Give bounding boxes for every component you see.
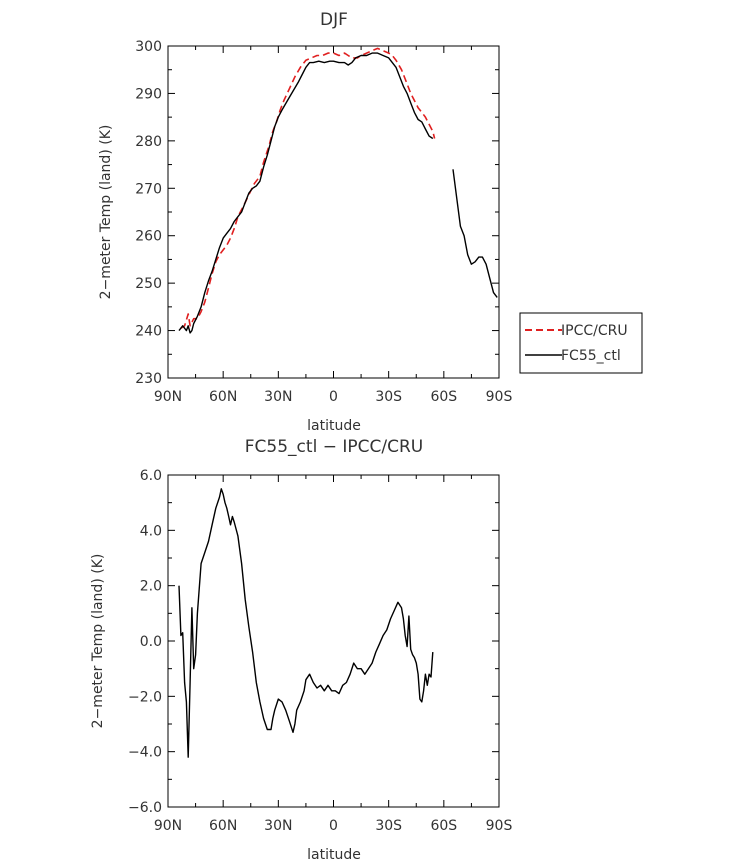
y-ticks-difference: −6.0 −4.0 −2.0 0.0 2.0 4.0 6.0 — [128, 468, 499, 816]
x-tick-label: 90N — [154, 818, 182, 834]
y-tick-label: 240 — [135, 324, 162, 340]
y-tick-label: 230 — [135, 371, 162, 387]
y-tick-label: 4.0 — [140, 523, 162, 539]
y-ticks-djf: 230 240 250 260 270 280 290 300 — [135, 39, 499, 387]
series-line-series-0-0 — [178, 488, 434, 758]
y-tick-label: 0.0 — [140, 634, 162, 650]
plot-frame-difference — [167, 474, 500, 808]
x-ticks-difference: 90N 60N 30N 0 30S 60S 90S — [154, 475, 513, 834]
y-tick-label: −4.0 — [128, 745, 162, 761]
series-line-ipcc-cru-0 — [180, 47, 436, 329]
y-tick-label: 250 — [135, 276, 162, 292]
x-tick-label: 0 — [329, 818, 338, 834]
y-tick-label: −2.0 — [128, 689, 162, 705]
y-tick-label: 2.0 — [140, 579, 162, 595]
x-tick-label: 60N — [209, 818, 237, 834]
x-tick-label: 60N — [209, 389, 237, 405]
series-lines-djf — [178, 47, 498, 334]
x-axis-label-djf: latitude — [307, 418, 361, 434]
y-axis-label-djf: 2−meter Temp (land) (K) — [98, 125, 114, 300]
x-ticks-djf: 90N 60N 30N 0 30S 60S 90S — [154, 46, 513, 405]
series-lines-difference — [178, 488, 434, 758]
y-tick-label: 300 — [135, 39, 162, 55]
legend-box — [519, 312, 643, 374]
x-tick-label: 0 — [329, 389, 338, 405]
x-tick-label: 60S — [430, 389, 457, 405]
y-axis-label-difference: 2−meter Temp (land) (K) — [90, 554, 106, 729]
series-line-fc55-ctl-0 — [178, 52, 434, 334]
x-tick-label: 60S — [430, 818, 457, 834]
chart-title-djf: DJF — [320, 10, 348, 30]
x-tick-label: 90N — [154, 389, 182, 405]
x-tick-label: 30N — [264, 818, 292, 834]
x-tick-label: 30N — [264, 389, 292, 405]
y-tick-label: 6.0 — [140, 468, 162, 484]
chart-title-difference: FC55_ctl − IPCC/CRU — [245, 437, 423, 457]
legend: IPCC/CRU FC55_ctl — [519, 312, 643, 374]
series-line-fc55-ctl-1 — [452, 169, 498, 298]
y-tick-label: −6.0 — [128, 800, 162, 816]
y-tick-label: 280 — [135, 134, 162, 150]
y-tick-label: 290 — [135, 86, 162, 102]
plot-frame-djf — [167, 45, 500, 379]
y-tick-label: 260 — [135, 229, 162, 245]
panel-difference: FC55_ctl − IPCC/CRU −6.0 −4.0 −2.0 0.0 2.0 4.… — [90, 437, 512, 863]
legend-label-ipcc-cru: IPCC/CRU — [561, 323, 628, 339]
panel-djf: DJF 230 240 250 260 270 280 290 300 90N 60N 30N 0 3… — [98, 10, 643, 434]
y-tick-label: 270 — [135, 181, 162, 197]
x-tick-label: 30S — [375, 818, 402, 834]
x-tick-label: 90S — [486, 818, 513, 834]
x-tick-label: 30S — [375, 389, 402, 405]
legend-label-fc55-ctl: FC55_ctl — [561, 348, 621, 364]
x-tick-label: 90S — [486, 389, 513, 405]
x-axis-label-difference: latitude — [307, 847, 361, 863]
